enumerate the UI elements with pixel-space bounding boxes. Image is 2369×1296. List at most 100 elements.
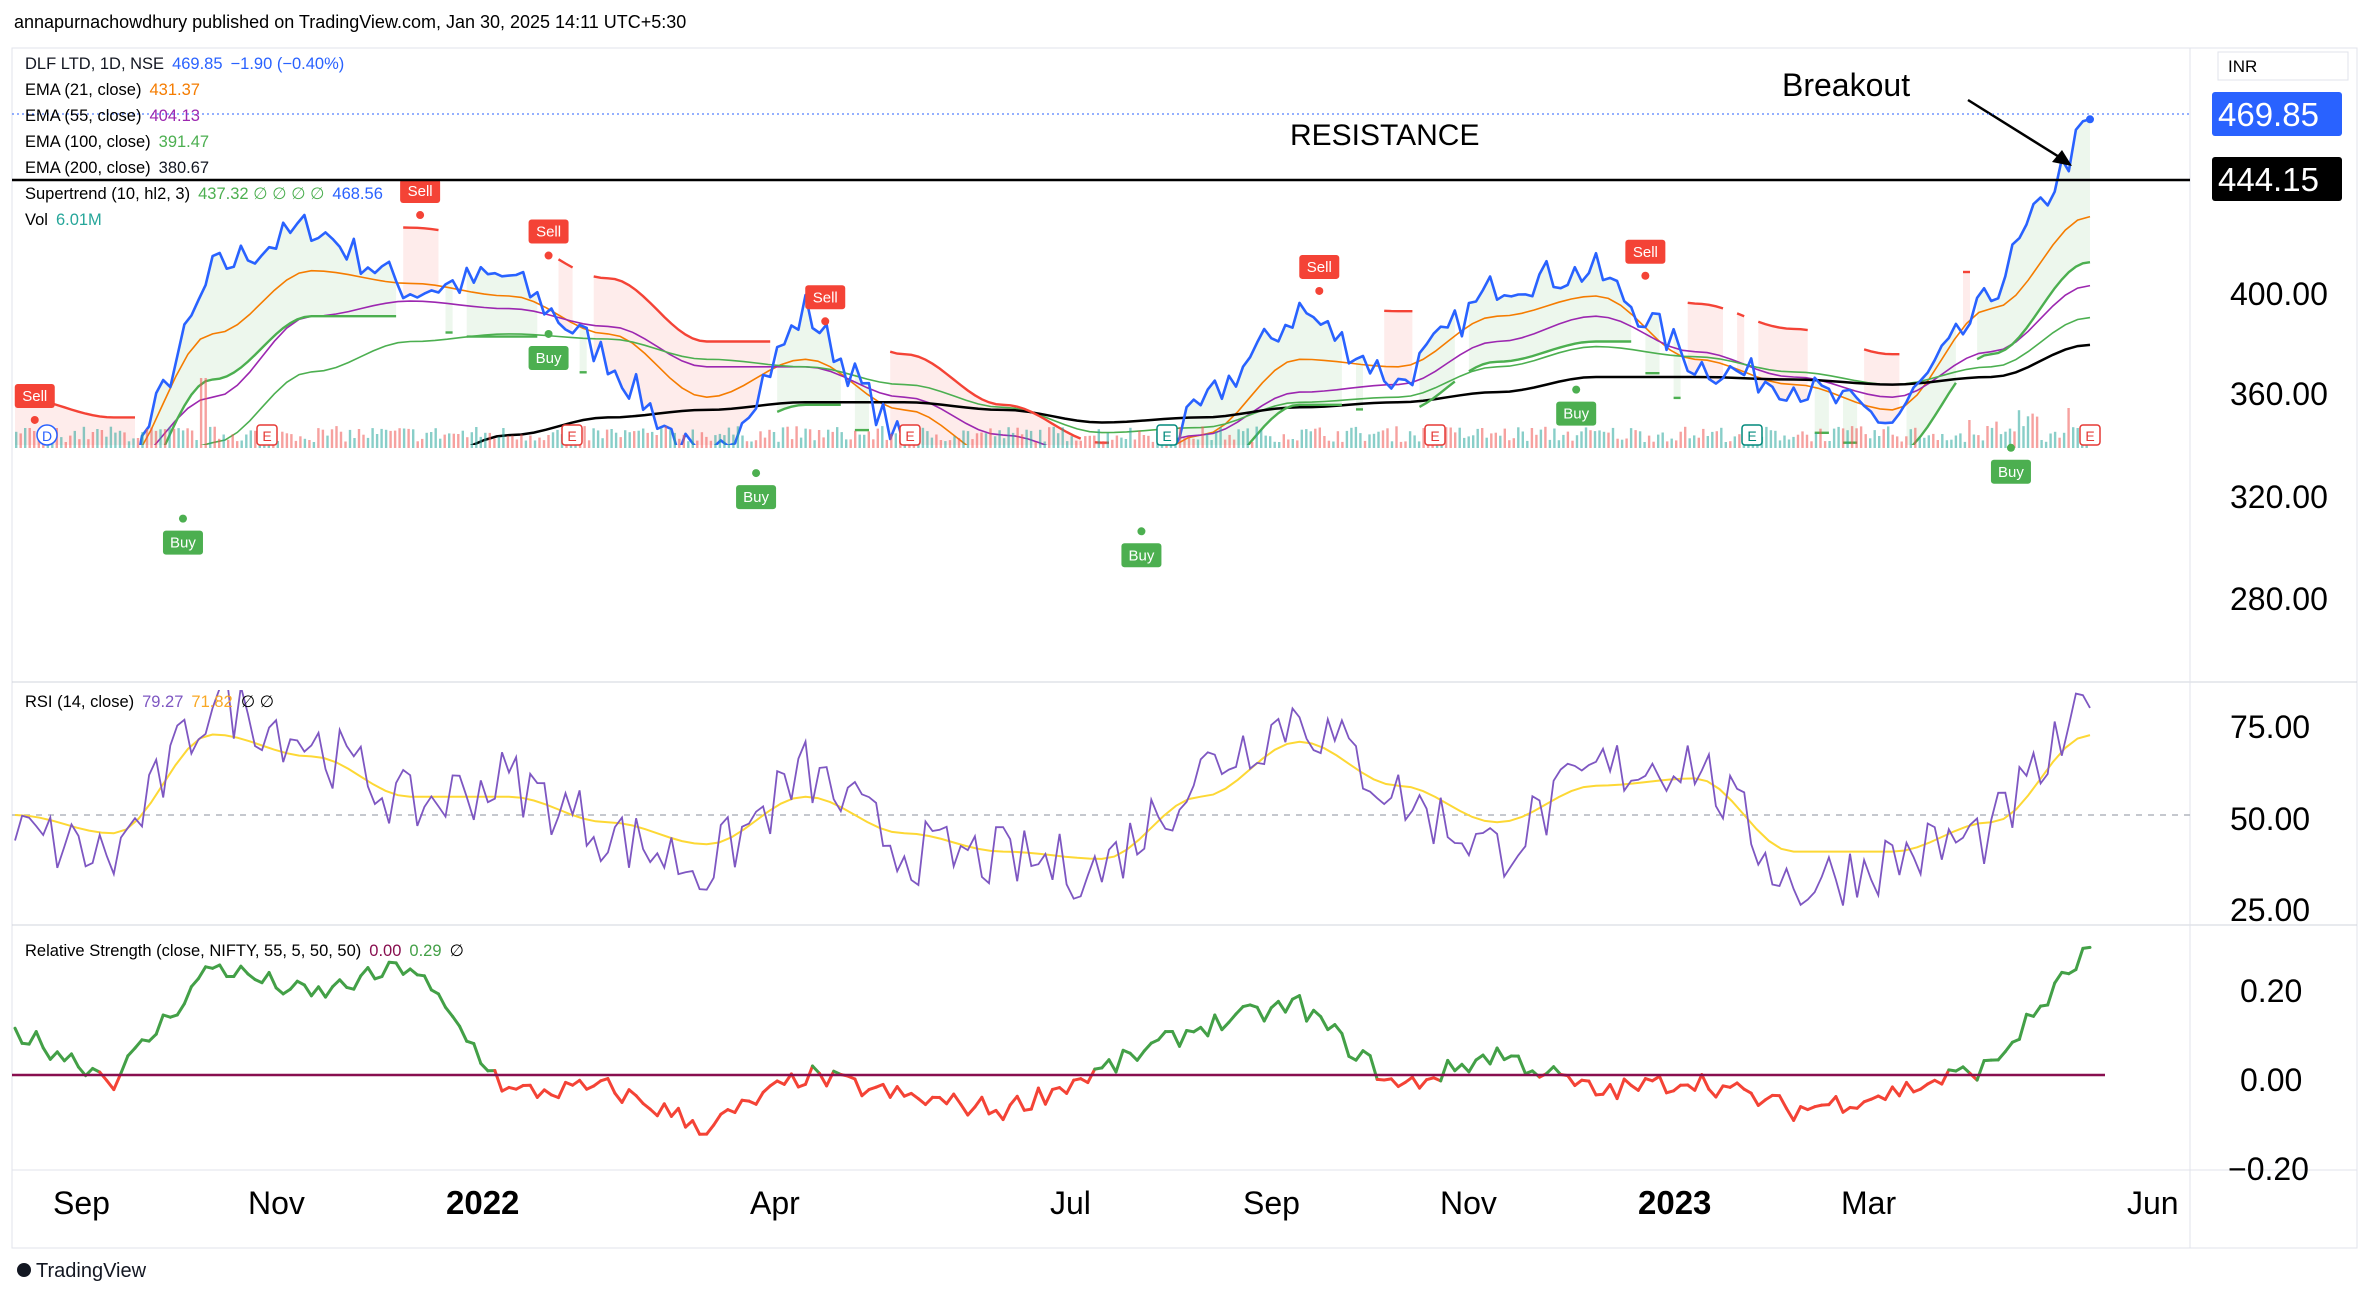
supertrend-area — [445, 280, 453, 333]
dividend-marker[interactable]: D — [36, 424, 58, 446]
volume-bar — [1314, 428, 1317, 448]
volume-bar — [1950, 439, 1953, 448]
volume-bar — [1372, 433, 1376, 448]
volume-bar — [1147, 435, 1150, 448]
earnings-marker[interactable]: E — [899, 424, 921, 446]
rs-segment — [1778, 1094, 1788, 1110]
price-series[interactable] — [15, 115, 2094, 520]
buy-signal[interactable]: Buy — [1990, 443, 2031, 484]
volume-bar — [790, 439, 794, 448]
supertrend-area — [1645, 313, 1660, 374]
buy-signal[interactable]: Buy — [162, 514, 203, 555]
rs-segment — [1961, 1065, 1972, 1075]
sell-signal[interactable]: Sell — [528, 219, 569, 260]
volume-bar — [1837, 426, 1840, 448]
legend-ema100-label: EMA (100, close) — [25, 133, 151, 151]
buy-signal[interactable]: Buy — [1121, 527, 1162, 568]
volume-bar — [2022, 426, 2025, 448]
sell-signal[interactable]: Sell — [400, 179, 441, 220]
volume-bar — [1846, 430, 1849, 448]
volume-bar — [150, 427, 153, 448]
price-tick-280: 280.00 — [2230, 581, 2328, 617]
volume-bar — [493, 438, 496, 448]
published-text: annapurnachowdhury published on TradingV… — [14, 12, 686, 32]
rs-segment — [648, 1107, 659, 1118]
volume-bar — [529, 435, 532, 448]
buy-signal[interactable]: Buy — [1556, 385, 1597, 426]
rsi-series[interactable] — [14, 676, 2091, 907]
ema200-line — [469, 343, 2091, 445]
volume-bar — [890, 433, 893, 448]
rs-segment — [952, 1092, 963, 1106]
rs-segment — [2032, 1004, 2043, 1018]
volume-bars — [15, 378, 2088, 448]
volume-bar — [736, 426, 740, 448]
price-line — [139, 118, 2091, 445]
volume-bar — [732, 434, 735, 448]
buy-signal[interactable]: Buy — [528, 329, 569, 370]
rs-segment — [34, 1030, 45, 1050]
earnings-marker[interactable]: E — [2079, 424, 2101, 446]
volume-bar — [1350, 427, 1353, 448]
volume-bar — [1593, 431, 1597, 448]
earnings-marker[interactable]: E — [1424, 424, 1446, 446]
relative-strength-series[interactable] — [13, 945, 2092, 1136]
sell-signal[interactable]: Sell — [14, 383, 55, 424]
rsi-axis[interactable]: 75.00 50.00 25.00 — [2230, 709, 2310, 928]
signal-dot — [821, 317, 830, 326]
volume-bar — [335, 426, 338, 448]
sell-signal[interactable]: Sell — [1625, 239, 1666, 280]
supertrend-area — [1864, 349, 1900, 424]
volume-bar — [1900, 441, 1903, 448]
rs-segment — [1015, 1094, 1026, 1112]
rs-segment — [1552, 1065, 1563, 1076]
volume-bar — [709, 440, 713, 448]
supertrend-signals[interactable]: Sell Buy Sell Sell Buy Buy Sell Buy Sell Buy Sell B… — [14, 179, 2031, 568]
earnings-marker[interactable]: E — [1741, 424, 1763, 446]
volume-bar — [939, 440, 943, 448]
volume-bar — [1291, 439, 1294, 448]
volume-bar — [1183, 438, 1186, 448]
sell-signal[interactable]: Sell — [1299, 254, 1340, 295]
signal-label: Sell — [1633, 244, 1658, 261]
buy-signal[interactable]: Buy — [736, 469, 777, 510]
legend-vol-value: 6.01M — [56, 211, 102, 229]
rs-segment — [1488, 1046, 1499, 1066]
volume-bar — [700, 432, 704, 448]
rs-segment — [1107, 1058, 1118, 1074]
sell-signal[interactable]: Sell — [805, 285, 846, 326]
volume-bar — [1075, 440, 1078, 448]
volume-bar — [123, 432, 126, 448]
time-axis[interactable]: Sep Nov 2022 Apr Jul Sep Nov 2023 Mar Ju… — [53, 1184, 2179, 1221]
volume-bar — [299, 436, 302, 448]
volume-bar — [1954, 435, 1958, 448]
rs-segment — [274, 986, 285, 996]
volume-bar — [362, 434, 365, 448]
volume-bar — [723, 435, 726, 448]
volume-bar — [2026, 416, 2030, 448]
volume-bar — [466, 437, 469, 448]
ema100-line — [200, 316, 2091, 445]
last-price-badge-text: 469.85 — [2218, 96, 2319, 133]
volume-bar — [1769, 430, 1773, 448]
volume-bar — [1305, 429, 1308, 448]
earnings-marker[interactable]: E — [561, 424, 583, 446]
rs-tick-neg020: −0.20 — [2228, 1151, 2309, 1187]
supertrend-area — [1906, 323, 1956, 445]
rs-segment — [218, 963, 229, 978]
supertrend-up-line — [1116, 537, 1123, 541]
rs-axis[interactable]: 0.20 0.00 −0.20 — [2228, 973, 2309, 1187]
dividend-marker-circle — [36, 424, 58, 446]
price-axis[interactable]: INR 469.85 444.15 400.00 360.00 320.00 2… — [2212, 51, 2349, 617]
rs-segment — [267, 971, 278, 990]
volume-bar — [1629, 428, 1633, 448]
rs-legend-label: Relative Strength (close, NIFTY, 55, 5, … — [25, 942, 361, 960]
earnings-marker[interactable]: E — [256, 424, 278, 446]
earnings-marker[interactable]: E — [1156, 424, 1178, 446]
volume-bar — [1647, 435, 1651, 448]
rs-segment — [557, 1080, 567, 1100]
tradingview-logo[interactable]: TradingView — [17, 1260, 147, 1282]
volume-bar — [1205, 433, 1209, 448]
